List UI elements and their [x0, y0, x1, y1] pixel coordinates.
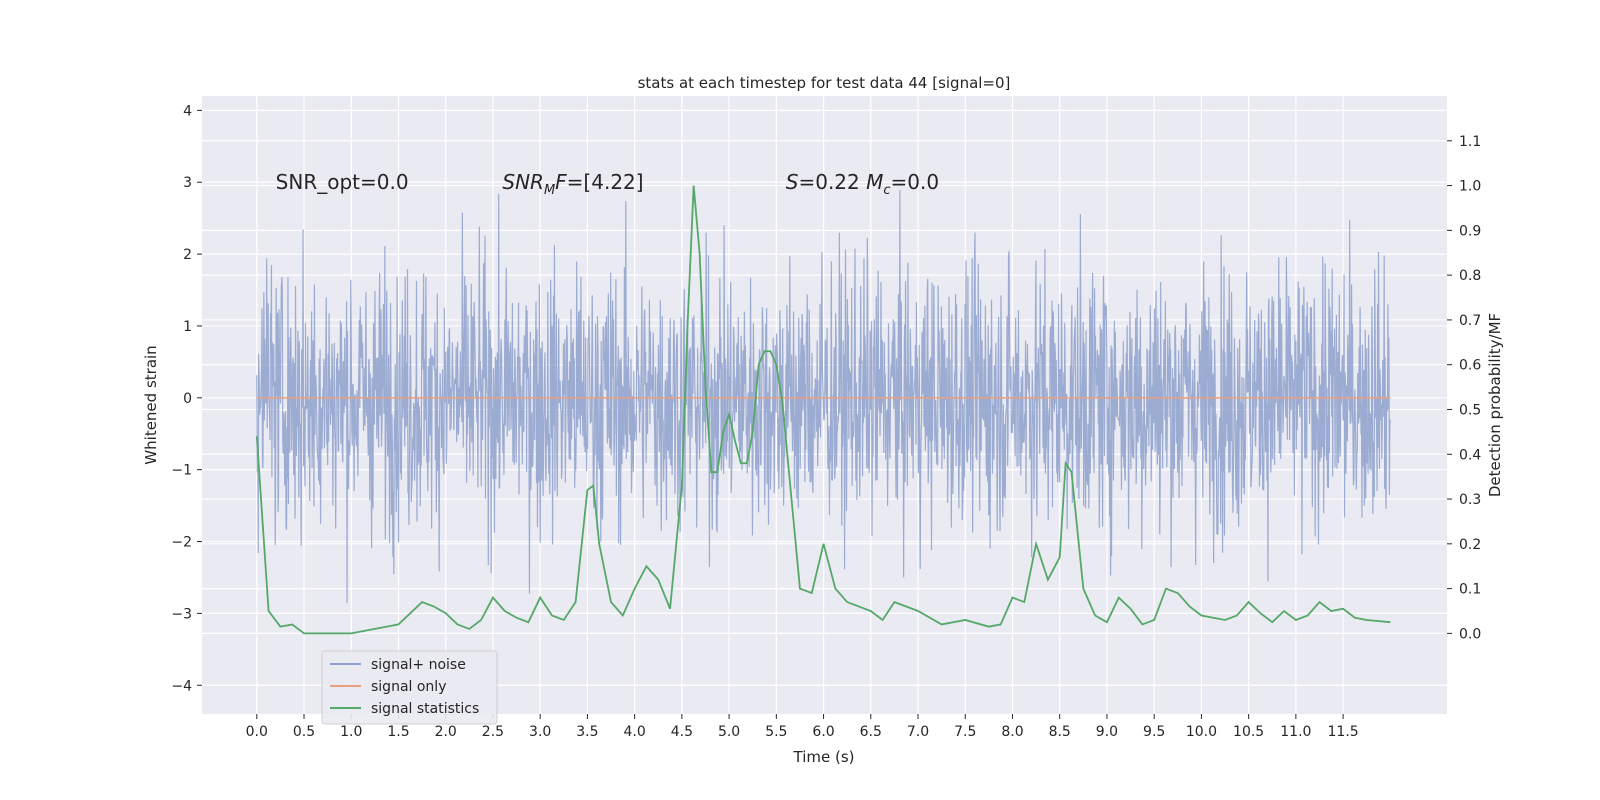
- series-signal-statistics: [255, 185, 1391, 635]
- y-tick-label: 2: [183, 247, 192, 263]
- y2-tick-label: 0.3: [1459, 492, 1481, 508]
- x-tick-label: 8.0: [1001, 724, 1023, 740]
- y-axis-label: Whitened strain: [142, 345, 160, 464]
- x-axis-label: Time (s): [793, 748, 855, 766]
- x-tick-label: 4.0: [623, 724, 645, 740]
- y2-tick-label: 0.6: [1459, 358, 1481, 374]
- x-tick-label: 2.0: [435, 724, 457, 740]
- y-tick-label: 0: [183, 391, 192, 407]
- y2-tick-label: 0.2: [1459, 537, 1481, 553]
- x-tick-label: 1.0: [340, 724, 362, 740]
- x-tick-label: 11.5: [1328, 724, 1359, 740]
- y2-tick-label: 0.8: [1459, 268, 1481, 284]
- chart-title: stats at each timestep for test data 44 …: [638, 74, 1011, 92]
- annotation-s-mc: S=0.22 Mc=0.0: [786, 170, 939, 198]
- y2-tick-label: 0.5: [1459, 402, 1481, 418]
- x-tick-label: 5.5: [765, 724, 787, 740]
- y2-tick-label: 0.1: [1459, 582, 1481, 598]
- y2-axis-ticks: 1.1 1.0 0.9 0.8 0.7 0.6 0.5 0.4 0.3 0.2 0.1 0.0: [1447, 134, 1481, 642]
- y2-tick-label: 0.0: [1459, 626, 1481, 642]
- y2-tick-label: 0.9: [1459, 223, 1481, 239]
- x-tick-label: 10.5: [1233, 724, 1264, 740]
- x-tick-label: 9.5: [1143, 724, 1165, 740]
- y-tick-label: 3: [183, 175, 192, 191]
- y-tick-label: 1: [183, 319, 192, 335]
- y2-tick-label: 0.7: [1459, 313, 1481, 329]
- x-tick-label: 7.0: [907, 724, 929, 740]
- y2-tick-label: 1.1: [1459, 134, 1481, 150]
- x-tick-label: 2.5: [482, 724, 504, 740]
- x-tick-label: 5.0: [718, 724, 740, 740]
- y-tick-label: −2: [171, 535, 192, 551]
- annotations: SNR_opt=0.0 SNRMF=[4.22] S=0.22 Mc=0.0: [276, 170, 939, 198]
- y-tick-label: −3: [171, 606, 192, 622]
- annotation-snr-opt: SNR_opt=0.0: [276, 170, 409, 194]
- line-signal-statistics: [255, 185, 1391, 635]
- x-tick-label: 6.0: [812, 724, 834, 740]
- x-tick-label: 4.5: [671, 724, 693, 740]
- x-tick-label: 3.0: [529, 724, 551, 740]
- series-signal-noise: [256, 189, 1391, 603]
- y-tick-label: −4: [171, 678, 192, 694]
- x-tick-label: 0.0: [246, 724, 268, 740]
- legend-label-signal-statistics: signal statistics: [371, 701, 479, 717]
- y2-tick-label: 1.0: [1459, 179, 1481, 195]
- x-tick-label: 7.5: [954, 724, 976, 740]
- x-tick-label: 9.0: [1096, 724, 1118, 740]
- y2-tick-label: 0.4: [1459, 447, 1481, 463]
- y-tick-label: −1: [171, 463, 192, 479]
- legend-label-signal-only: signal only: [371, 679, 446, 695]
- legend-box: [321, 650, 498, 725]
- x-tick-label: 10.0: [1186, 724, 1217, 740]
- x-tick-label: 8.5: [1049, 724, 1071, 740]
- line-signal-noise: [256, 189, 1391, 603]
- x-tick-label: 3.5: [576, 724, 598, 740]
- y-tick-label: 4: [183, 103, 192, 119]
- y-axis-ticks: 4 3 2 1 0 −1 −2 −3 −4: [171, 103, 202, 694]
- annotation-snr-mf: SNRMF=[4.22]: [502, 170, 643, 198]
- legend: signal+ noise signal only signal statist…: [321, 650, 498, 725]
- legend-label-signal-noise: signal+ noise: [371, 657, 466, 673]
- y2-axis-label: Detection probability/MF: [1486, 313, 1504, 497]
- x-tick-label: 6.5: [860, 724, 882, 740]
- x-tick-label: 1.5: [387, 724, 409, 740]
- x-axis-ticks: 0.0 0.5 1.0 1.5 2.0 2.5 3.0 3.5 4.0 4.5 5.0 5.5 6.0 6…: [246, 714, 1359, 740]
- x-tick-label: 0.5: [293, 724, 315, 740]
- x-tick-label: 11.0: [1280, 724, 1311, 740]
